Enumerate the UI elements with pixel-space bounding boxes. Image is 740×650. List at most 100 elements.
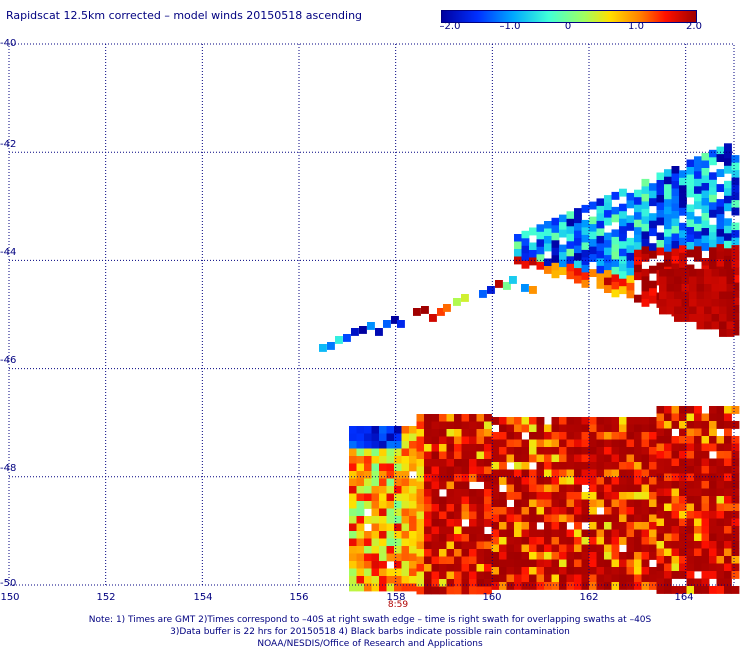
wind-cell [574,552,582,560]
lat-label: -42 [0,139,17,150]
wind-cell [394,568,402,577]
wind-cell [589,582,597,590]
wind-cell [724,533,732,542]
wind-cell [409,478,417,487]
wind-cell [664,206,672,215]
wind-cell [356,561,365,569]
wind-cell [401,531,410,539]
wind-cell [454,481,462,490]
wind-cell [356,568,365,577]
wind-cell [574,574,582,583]
wind-cell [704,269,712,277]
wind-cell [604,202,612,211]
wind-cell [529,484,537,493]
wind-cell [664,586,672,594]
wind-cell [664,214,672,223]
wind-cell [724,488,732,497]
wind-cell [429,314,437,322]
wind-cell [649,243,657,252]
wind-cell [514,552,522,560]
wind-cell [641,231,650,240]
wind-cell [484,541,492,550]
wind-cell [581,447,590,455]
wind-cell [559,507,567,515]
wind-cell [529,529,537,538]
wind-cell [596,220,605,229]
wind-cell [416,429,425,437]
wind-cell [664,259,672,268]
wind-cell [536,417,545,425]
footnote-line-2: 3)Data buffer is 22 hrs for 20150518 4) … [170,627,570,637]
wind-cell [671,173,680,182]
wind-cell [589,447,597,455]
wind-cell [536,246,545,255]
wind-cell [476,429,485,437]
wind-cell [574,544,582,553]
wind-cell [446,519,455,527]
wind-cell [386,426,395,434]
wind-cell [686,204,695,213]
wind-cell [626,237,635,246]
wind-cell [476,526,485,535]
wind-cell [604,567,612,575]
wind-cell [671,563,680,572]
wind-cell [469,511,477,520]
wind-cell [626,559,635,568]
wind-cell [619,278,627,287]
wind-cell [701,220,710,229]
wind-cell [551,567,560,575]
footnote-line-3: NOAA/NESDIS/Office of Research and Appli… [257,639,483,649]
wind-cell [656,586,665,594]
wind-cell [634,439,642,448]
wind-cell [694,436,702,444]
wind-cell [566,263,575,272]
wind-cell [514,514,522,523]
wind-cell [386,508,395,517]
wind-cell [611,507,620,515]
wind-cell [731,282,740,291]
wind-cell [619,522,627,530]
wind-cell [335,336,343,344]
wind-cell [711,314,720,322]
wind-cell [491,567,500,575]
wind-cell [686,234,695,243]
wind-cell [379,561,387,569]
wind-cell [634,537,642,545]
wind-cell [446,429,455,437]
wind-cell [375,328,383,336]
wind-cell [709,488,717,497]
wind-cell [514,529,522,538]
wind-cell [491,439,500,448]
wind-cell [694,503,702,512]
wind-cell [724,406,732,414]
wind-cell [659,291,667,300]
wind-cell [716,511,725,519]
wind-cell [544,529,552,538]
wind-cell [671,571,680,579]
wind-cell [696,306,705,315]
wind-cell [386,456,395,464]
wind-cell [731,275,740,283]
wind-cell [521,238,530,247]
wind-cell [716,154,725,162]
wind-cell [424,474,432,482]
wind-cell [491,582,500,590]
wind-cell [559,469,567,478]
wind-cell [469,519,477,527]
wind-cell [379,441,387,449]
wind-cell [619,484,627,493]
wind-cell [484,519,492,527]
wind-cell [694,451,702,459]
wind-cell [649,220,657,229]
wind-cell [731,451,740,459]
wind-cell [634,424,642,433]
wind-cell [701,511,710,519]
wind-cell [626,432,635,440]
wind-cell [491,469,500,478]
wind-cell [364,471,372,479]
wind-cell [589,522,597,530]
wind-cell [701,421,710,429]
wind-cell [716,169,725,177]
wind-cell [379,448,387,457]
wind-cell [641,253,650,262]
